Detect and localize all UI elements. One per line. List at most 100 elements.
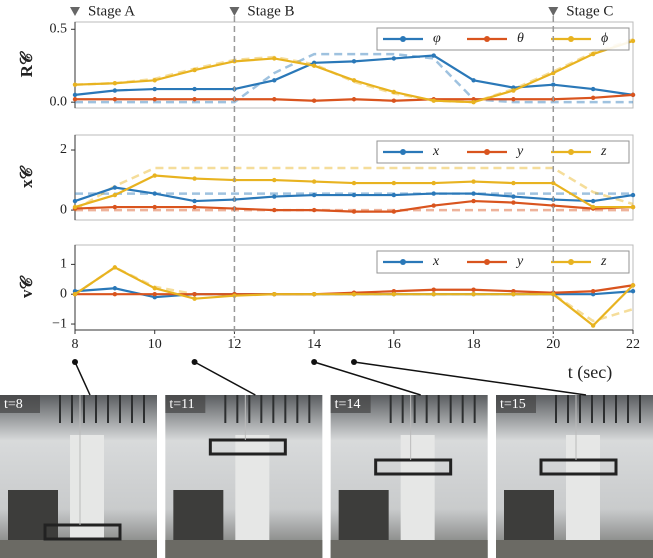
- legend-label: θ: [517, 31, 524, 46]
- y-axis-label: v𝒞: [17, 274, 36, 298]
- photo-floor: [496, 540, 653, 558]
- x-tick-label: 18: [467, 337, 481, 352]
- legend-marker: [484, 149, 490, 155]
- series-point: [153, 78, 157, 82]
- x-tick-label: 14: [307, 337, 321, 352]
- series-point: [312, 193, 316, 197]
- legend-marker: [484, 259, 490, 265]
- photo-pillar: [566, 435, 600, 555]
- x-axis-label: t (sec): [568, 362, 612, 383]
- series-point: [192, 68, 196, 72]
- series-point: [471, 100, 475, 104]
- series-point: [153, 173, 157, 177]
- figure: 0.00.5R𝒞φθϕ02x𝒞xyz−101v𝒞xyz8101214161820…: [0, 0, 653, 558]
- x-tick-label: 10: [148, 337, 162, 352]
- series-point: [352, 292, 356, 296]
- reference-line: [75, 168, 633, 210]
- series-point: [113, 81, 117, 85]
- y-axis-label: R𝒞: [17, 50, 36, 77]
- series-point: [631, 205, 635, 209]
- series-point: [192, 292, 196, 296]
- stage-marker: [70, 7, 80, 16]
- series-point: [113, 292, 117, 296]
- photo-label: t=8: [4, 397, 23, 412]
- series-point: [631, 93, 635, 97]
- series-point: [631, 193, 635, 197]
- photo-floor: [0, 540, 157, 558]
- series-point: [192, 296, 196, 300]
- photo-pillar: [70, 435, 104, 555]
- series-point: [471, 292, 475, 296]
- series-point: [471, 288, 475, 292]
- series-point: [113, 205, 117, 209]
- series-point: [511, 194, 515, 198]
- series-point: [551, 292, 555, 296]
- series-point: [591, 199, 595, 203]
- series-point: [352, 59, 356, 63]
- series-point: [471, 179, 475, 183]
- series-point: [352, 193, 356, 197]
- legend-label: x: [432, 254, 440, 269]
- series-point: [392, 209, 396, 213]
- series-point: [511, 181, 515, 185]
- series-point: [312, 99, 316, 103]
- series-point: [192, 199, 196, 203]
- connector: [354, 362, 586, 395]
- series-point: [591, 52, 595, 56]
- series-point: [153, 292, 157, 296]
- legend-marker: [568, 149, 574, 155]
- series-point: [511, 292, 515, 296]
- legend-marker: [400, 259, 406, 265]
- series-point: [471, 199, 475, 203]
- series-point: [192, 176, 196, 180]
- x-tick-label: 16: [387, 337, 401, 352]
- series-point: [73, 93, 77, 97]
- x-tick-label: 20: [546, 337, 560, 352]
- y-tick-label: 0: [60, 202, 67, 217]
- series-point: [113, 185, 117, 189]
- series-point: [432, 191, 436, 195]
- series-point: [73, 97, 77, 101]
- series-point: [192, 97, 196, 101]
- series-point: [153, 97, 157, 101]
- series-point: [153, 286, 157, 290]
- y-tick-label: 1: [60, 257, 67, 272]
- series-point: [153, 191, 157, 195]
- series-line: [75, 176, 633, 208]
- series-point: [113, 265, 117, 269]
- photo-label: t=11: [169, 397, 194, 412]
- series-point: [511, 88, 515, 92]
- photo: t=15: [496, 395, 653, 558]
- series-point: [73, 292, 77, 296]
- series-point: [392, 193, 396, 197]
- series-point: [272, 208, 276, 212]
- y-axis-label: x𝒞: [17, 164, 36, 188]
- series-point: [591, 87, 595, 91]
- series-point: [113, 286, 117, 290]
- legend-label: z: [600, 254, 607, 269]
- series-point: [392, 292, 396, 296]
- photo-label: t=15: [500, 397, 526, 412]
- legend-marker: [400, 149, 406, 155]
- series-point: [471, 78, 475, 82]
- series-point: [432, 292, 436, 296]
- series-point: [272, 178, 276, 182]
- legend-label: x: [432, 144, 440, 159]
- series-point: [432, 53, 436, 57]
- legend-label: ϕ: [601, 31, 608, 46]
- series-point: [352, 209, 356, 213]
- series-point: [73, 199, 77, 203]
- series-point: [272, 292, 276, 296]
- series-point: [432, 181, 436, 185]
- stage-marker: [229, 7, 239, 16]
- photo-floor: [331, 540, 488, 558]
- legend-label: y: [515, 254, 524, 269]
- legend-marker: [484, 36, 490, 42]
- series-point: [631, 39, 635, 43]
- series-point: [392, 99, 396, 103]
- legend-label: z: [600, 144, 607, 159]
- series-point: [113, 88, 117, 92]
- stage-label: Stage A: [88, 3, 135, 19]
- y-tick-label: 0: [60, 286, 67, 301]
- stage-label: Stage B: [247, 3, 294, 19]
